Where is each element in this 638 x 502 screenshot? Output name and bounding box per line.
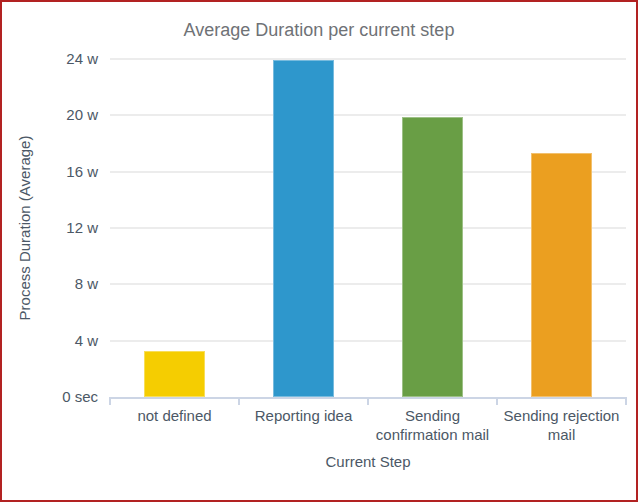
x-axis-title: Current Step	[110, 453, 626, 470]
axis-tick	[625, 397, 627, 405]
y-tick-label-8-w: 8 w	[28, 275, 98, 293]
axis-tick	[109, 397, 111, 405]
y-tick-label-24-w: 24 w	[28, 50, 98, 68]
x-tick-label-reporting-idea: Reporting idea	[239, 406, 368, 425]
chart-frame: Average Duration per current step Proces…	[0, 0, 638, 502]
axis-tick	[496, 397, 498, 405]
y-tick-label-0-sec: 0 sec	[28, 388, 98, 406]
bar-sending-rejection-mail[interactable]	[531, 153, 592, 397]
gridline-24	[110, 58, 626, 60]
axis-tick	[367, 397, 369, 405]
y-tick-label-12-w: 12 w	[28, 219, 98, 237]
x-tick-label-sending-rejection-mail: Sending rejection mail	[497, 406, 626, 444]
bar-reporting-idea[interactable]	[273, 60, 334, 397]
bar-not-defined[interactable]	[144, 351, 205, 397]
y-tick-label-16-w: 16 w	[28, 163, 98, 181]
bar-sending-confirmation-mail[interactable]	[402, 117, 463, 397]
axis-tick	[238, 397, 240, 405]
y-tick-label-4-w: 4 w	[28, 332, 98, 350]
gridline-20	[110, 114, 626, 116]
x-tick-label-not-defined: not defined	[110, 406, 239, 425]
y-tick-label-20-w: 20 w	[28, 106, 98, 124]
chart-title: Average Duration per current step	[2, 20, 636, 41]
x-tick-label-sending-confirmation-mail: Sending confirmation mail	[368, 406, 497, 444]
